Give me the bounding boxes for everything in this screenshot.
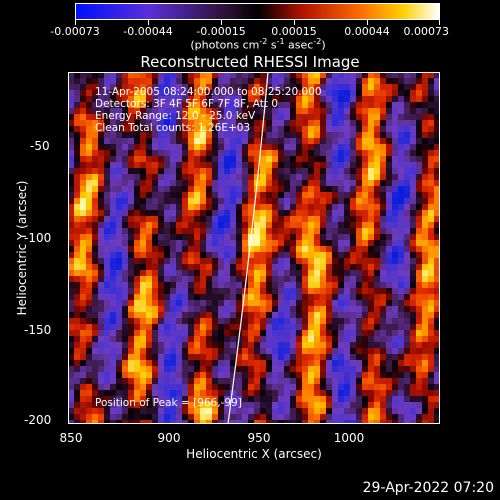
colorbar-tick-label: 0.00044 bbox=[344, 25, 390, 38]
x-tick-label: 900 bbox=[157, 431, 181, 445]
y-axis-title: Heliocentric Y (arcsec) bbox=[15, 180, 29, 316]
rhessi-image bbox=[68, 72, 440, 424]
colorbar-tick bbox=[367, 20, 368, 25]
colorbar-tick-label: -0.00015 bbox=[196, 25, 246, 38]
colorbar-tick-label: -0.00073 bbox=[50, 25, 100, 38]
x-tick-label: 1000 bbox=[333, 431, 365, 445]
y-tick-label: -150 bbox=[24, 323, 52, 337]
colorbar bbox=[75, 3, 440, 20]
x-tick-label: 850 bbox=[59, 431, 83, 445]
y-tick-label: -200 bbox=[24, 413, 52, 427]
colorbar-gradient bbox=[76, 4, 439, 19]
colorbar-tick bbox=[294, 20, 295, 25]
colorbar-tick bbox=[439, 20, 440, 25]
info-time-range: 11-Apr-2005 08:24:00.000 to 08:25:20.000 bbox=[95, 86, 322, 98]
info-energy-range: Energy Range: 12.0 - 25.0 keV bbox=[95, 110, 256, 122]
solar-limb bbox=[227, 72, 269, 424]
plot-title: Reconstructed RHESSI Image bbox=[140, 53, 360, 71]
colorbar-tick bbox=[221, 20, 222, 25]
colorbar-units: (photons cm-2 s-1 asec-2) bbox=[190, 37, 326, 52]
colorbar-tick bbox=[75, 20, 76, 25]
y-tick-label: -100 bbox=[24, 231, 52, 245]
x-tick-label: 950 bbox=[247, 431, 271, 445]
info-clean-counts: Clean Total counts: 1.26E+03 bbox=[95, 122, 251, 134]
x-axis-title: Heliocentric X (arcsec) bbox=[186, 447, 322, 461]
y-tick-label: -50 bbox=[30, 139, 50, 153]
colorbar-tick-label: -0.00044 bbox=[123, 25, 173, 38]
peak-position: Position of Peak = [966,-99] bbox=[95, 397, 242, 409]
info-detectors: Detectors: 3F 4F 5F 6F 7F 8F, Att 0 bbox=[95, 98, 279, 110]
colorbar-tick bbox=[148, 20, 149, 25]
colorbar-tick-label: 0.00073 bbox=[403, 25, 450, 38]
colorbar-tick-label: 0.00015 bbox=[271, 25, 317, 38]
timestamp: 29-Apr-2022 07:20 bbox=[362, 480, 494, 496]
